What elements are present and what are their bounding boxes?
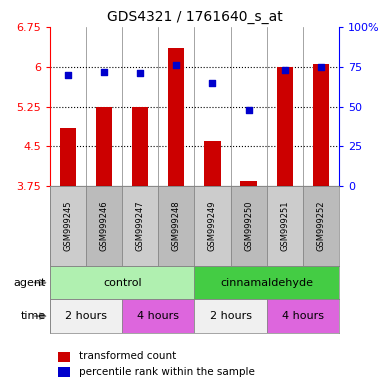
- Bar: [231, 186, 266, 266]
- Point: [281, 67, 288, 73]
- Bar: [204, 141, 221, 186]
- Point: [173, 62, 179, 68]
- Text: GSM999247: GSM999247: [136, 201, 145, 252]
- Bar: [276, 67, 293, 186]
- Text: GSM999250: GSM999250: [244, 201, 253, 252]
- Point: [246, 107, 252, 113]
- Bar: [194, 266, 339, 300]
- Bar: [50, 300, 122, 333]
- Text: time: time: [21, 311, 46, 321]
- Text: transformed count: transformed count: [79, 351, 176, 361]
- Bar: [60, 128, 76, 186]
- Title: GDS4321 / 1761640_s_at: GDS4321 / 1761640_s_at: [107, 10, 282, 25]
- Bar: [194, 300, 266, 333]
- Text: GSM999249: GSM999249: [208, 201, 217, 252]
- Text: GSM999245: GSM999245: [64, 201, 73, 252]
- Text: agent: agent: [14, 278, 46, 288]
- Text: GSM999251: GSM999251: [280, 201, 289, 252]
- Bar: [266, 300, 339, 333]
- Bar: [241, 181, 257, 186]
- Text: percentile rank within the sample: percentile rank within the sample: [79, 367, 255, 377]
- Bar: [122, 186, 158, 266]
- Text: control: control: [103, 278, 142, 288]
- Text: 4 hours: 4 hours: [282, 311, 324, 321]
- Point: [318, 64, 324, 70]
- Text: 2 hours: 2 hours: [209, 311, 251, 321]
- Bar: [96, 107, 112, 186]
- Text: 4 hours: 4 hours: [137, 311, 179, 321]
- Bar: [50, 186, 86, 266]
- Bar: [158, 186, 194, 266]
- Bar: [50, 266, 194, 300]
- Text: 2 hours: 2 hours: [65, 311, 107, 321]
- Text: GSM999246: GSM999246: [100, 201, 109, 252]
- Bar: [168, 48, 184, 186]
- Bar: [132, 107, 148, 186]
- Bar: [313, 64, 329, 186]
- Bar: [266, 186, 303, 266]
- Bar: [194, 186, 231, 266]
- Text: GSM999252: GSM999252: [316, 201, 325, 252]
- Point: [137, 70, 143, 76]
- Bar: [303, 186, 339, 266]
- Bar: [58, 352, 70, 362]
- Text: GSM999248: GSM999248: [172, 201, 181, 252]
- Text: cinnamaldehyde: cinnamaldehyde: [220, 278, 313, 288]
- Bar: [122, 300, 194, 333]
- Point: [65, 71, 71, 78]
- Point: [209, 79, 216, 86]
- Bar: [58, 367, 70, 377]
- Bar: [86, 186, 122, 266]
- Point: [101, 68, 107, 74]
